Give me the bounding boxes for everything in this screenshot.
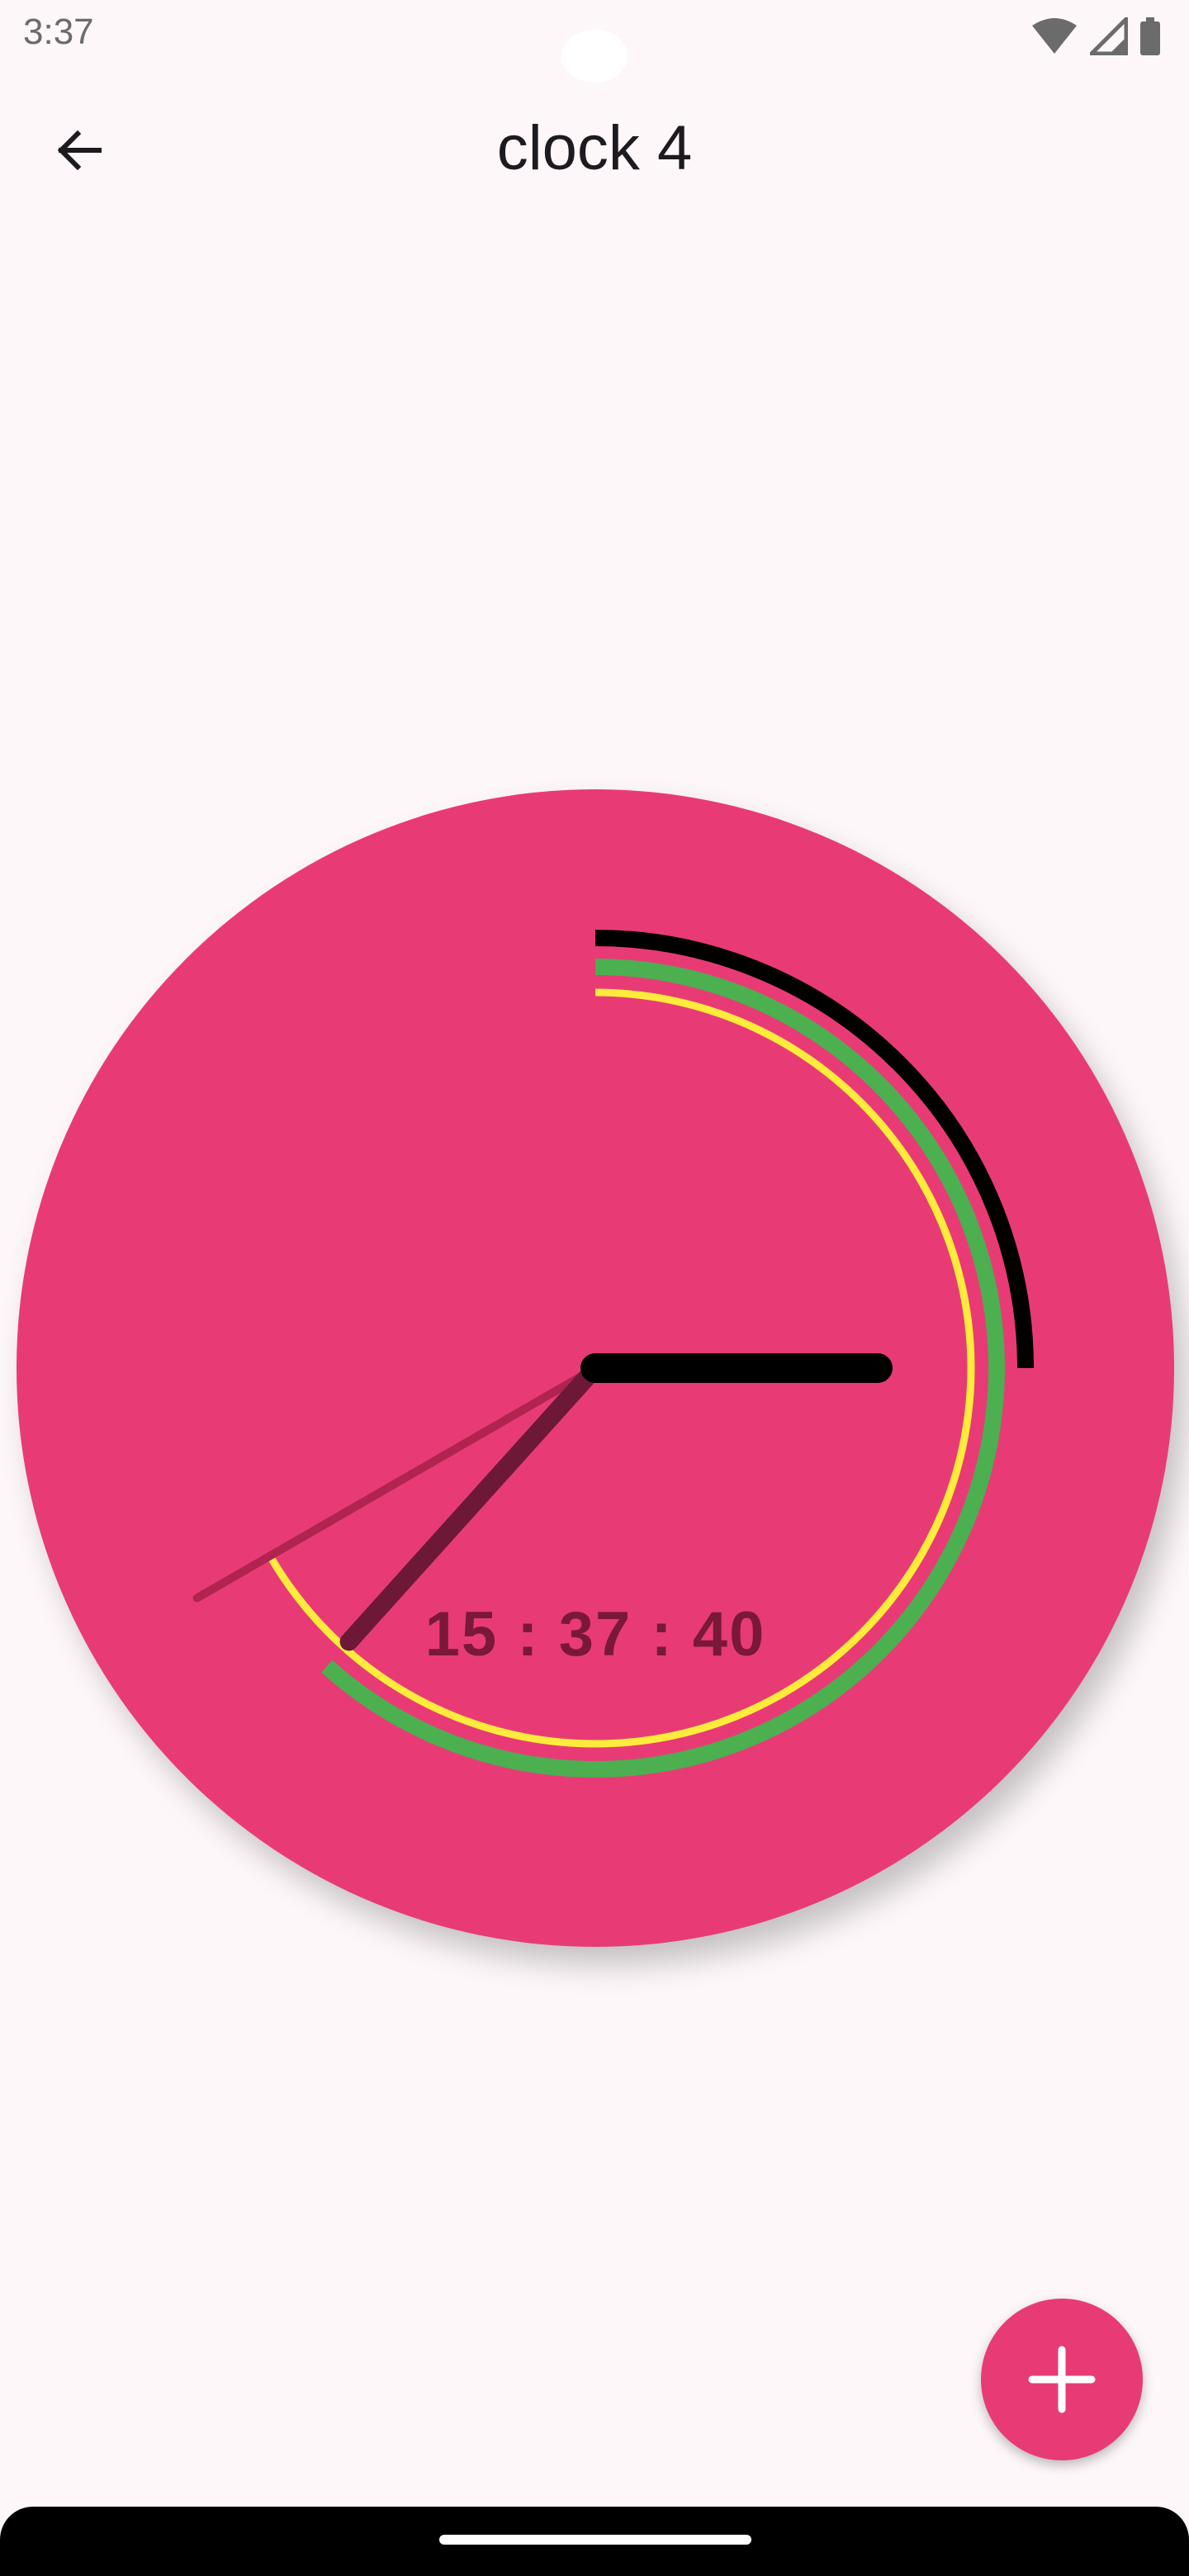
status-time: 3:37	[23, 12, 94, 52]
second-hand	[192, 1364, 599, 1603]
plus-icon	[1028, 2346, 1096, 2413]
status-bar: 3:37	[0, 0, 1189, 83]
minute-progress-arc	[321, 959, 1005, 1778]
page-title: clock 4	[496, 113, 693, 183]
home-indicator[interactable]	[439, 2535, 751, 2545]
navigation-bar	[0, 2507, 1189, 2576]
signal-icon	[1090, 17, 1128, 55]
second-progress-arc	[267, 988, 975, 1748]
analog-clock: 15 : 37 : 40	[17, 789, 1174, 1947]
app-bar: clock 4	[0, 83, 1189, 215]
hour-progress-arc	[594, 930, 1034, 1369]
minute-hand	[339, 1359, 604, 1651]
wifi-icon	[1032, 18, 1077, 54]
status-icons	[1030, 13, 1161, 59]
camera-cutout	[561, 30, 628, 83]
battery-icon	[1140, 17, 1160, 55]
clock-drawing	[192, 930, 1034, 1778]
digital-time: 15 : 37 : 40	[424, 1599, 766, 1669]
arrow-back-icon	[57, 130, 102, 171]
add-clock-button[interactable]	[981, 2299, 1143, 2460]
back-button[interactable]	[40, 116, 119, 185]
